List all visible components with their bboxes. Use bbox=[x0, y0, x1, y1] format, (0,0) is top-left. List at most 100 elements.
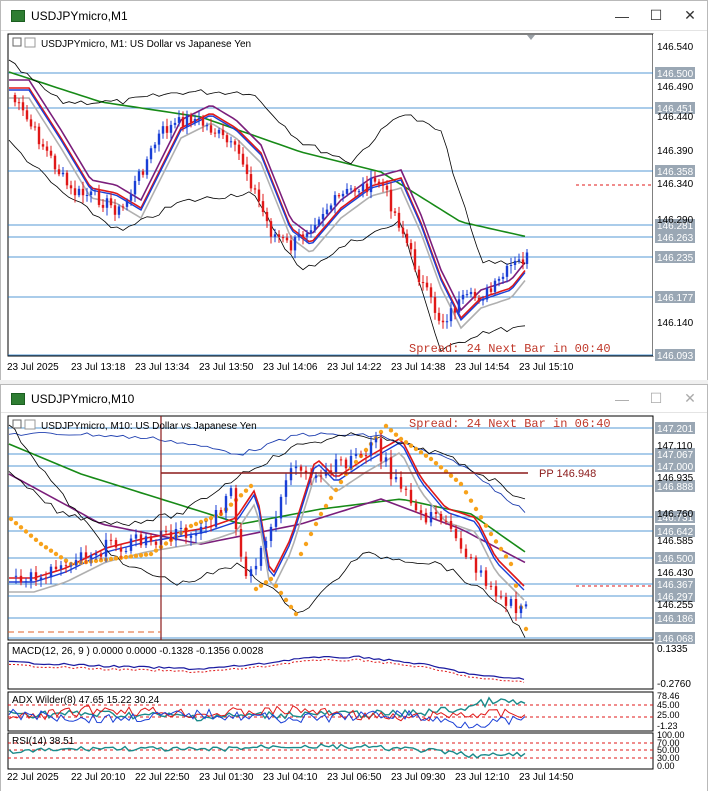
sar-dot bbox=[473, 506, 479, 512]
candle-body bbox=[279, 496, 283, 519]
candle-body bbox=[121, 206, 125, 208]
sar-dot bbox=[308, 531, 314, 537]
sar-dot bbox=[138, 553, 144, 558]
sar-dot bbox=[153, 548, 159, 553]
rsi-label: RSI(14) 38.51 bbox=[12, 736, 75, 747]
candle-body bbox=[253, 188, 257, 190]
candle-body bbox=[221, 129, 225, 136]
chart-menu-icon[interactable] bbox=[12, 37, 22, 47]
candle-body bbox=[264, 540, 268, 548]
candle-body bbox=[319, 475, 323, 477]
candle-body bbox=[94, 553, 98, 556]
maximize-icon[interactable]: ☐ bbox=[649, 7, 663, 23]
candle-body bbox=[313, 224, 317, 231]
candle-body bbox=[165, 126, 169, 133]
candle-body bbox=[254, 565, 258, 570]
candle-body bbox=[399, 477, 403, 489]
candle-body bbox=[105, 198, 109, 208]
chart-shift-marker-icon[interactable] bbox=[527, 35, 535, 40]
sar-dot bbox=[513, 583, 519, 588]
window-titlebar[interactable]: USDJPYmicro,M1 — ☐ ✕ bbox=[1, 1, 707, 31]
time-axis-label: 23 Jul 14:22 bbox=[327, 362, 382, 373]
candle-body bbox=[397, 212, 401, 228]
sar-dot bbox=[438, 465, 444, 470]
chart-window-m1[interactable]: USDJPYmicro,M1 — ☐ ✕ 146.500 146.451 146.3… bbox=[0, 0, 708, 380]
candle-body bbox=[33, 126, 37, 128]
candle-body bbox=[97, 190, 101, 205]
sar-dot bbox=[248, 483, 254, 489]
window-title: USDJPYmicro,M1 bbox=[31, 8, 128, 23]
candle-body bbox=[17, 102, 21, 104]
candle-body bbox=[299, 466, 303, 471]
adx-axis-0: 78.46 bbox=[657, 691, 680, 701]
ma-green-line bbox=[8, 71, 526, 238]
close-icon[interactable]: ✕ bbox=[684, 7, 696, 23]
minimize-icon[interactable]: — bbox=[615, 7, 629, 24]
candle-body bbox=[177, 117, 181, 123]
minimize-icon[interactable]: — bbox=[615, 390, 629, 407]
candle-body bbox=[489, 585, 493, 587]
sar-dot bbox=[23, 529, 29, 534]
candle-body bbox=[453, 308, 457, 313]
price-tag-text: 146.367 bbox=[657, 580, 694, 591]
candle-body bbox=[133, 180, 137, 195]
candle-body bbox=[345, 188, 349, 194]
candle-body bbox=[517, 259, 521, 261]
macd-axis-top: 0.1335 bbox=[657, 644, 688, 655]
time-axis-label: 23 Jul 15:10 bbox=[519, 362, 574, 373]
price-tag-text: 146.297 bbox=[657, 592, 694, 603]
candle-body bbox=[341, 193, 345, 197]
candle-body bbox=[414, 503, 418, 511]
candle-body bbox=[57, 169, 61, 175]
candle-body bbox=[289, 240, 293, 251]
sar-dot bbox=[383, 423, 389, 429]
chart-window-m10[interactable]: USDJPYmicro,M10 — ☐ ✕ 147.201 147.067 147.… bbox=[0, 384, 708, 791]
candle-body bbox=[21, 102, 25, 111]
time-axis-label: 23 Jul 14:54 bbox=[455, 362, 510, 373]
window-titlebar[interactable]: USDJPYmicro,M10 — ☐ ✕ bbox=[1, 385, 707, 413]
candle-body bbox=[349, 455, 353, 469]
ma-purple-line bbox=[9, 79, 526, 312]
chart-symbol-icon bbox=[24, 419, 36, 430]
candle-body bbox=[81, 188, 85, 196]
candle-body bbox=[445, 321, 449, 323]
price-tag-text: 146.093 bbox=[657, 351, 694, 362]
candle-body bbox=[104, 539, 108, 557]
sar-dot bbox=[128, 554, 134, 559]
price-tag-text: 146.888 bbox=[657, 482, 694, 493]
candle-body bbox=[373, 177, 377, 182]
sar-dot bbox=[268, 576, 274, 582]
close-icon[interactable]: ✕ bbox=[684, 390, 696, 406]
sar-dot bbox=[523, 626, 529, 632]
sar-dot bbox=[363, 447, 369, 453]
price-axis-label: 146.140 bbox=[657, 318, 694, 329]
sar-dot bbox=[413, 446, 419, 452]
candle-body bbox=[369, 442, 373, 456]
sar-dot bbox=[18, 525, 24, 530]
candle-body bbox=[19, 575, 23, 583]
candle-body bbox=[294, 466, 298, 469]
macd-axis-bottom: -0.2760 bbox=[657, 679, 691, 690]
maximize-icon[interactable]: ☐ bbox=[649, 390, 663, 406]
candle-body bbox=[413, 249, 417, 270]
candle-body bbox=[257, 189, 261, 202]
time-axis-label: 23 Jul 09:30 bbox=[391, 772, 446, 783]
macd-label: MACD(12, 26, 9 ) 0.0000 0.0000 -0.1328 -… bbox=[12, 646, 264, 657]
candle-body bbox=[65, 172, 69, 186]
chart-window-icon bbox=[11, 9, 25, 22]
sar-dot bbox=[228, 502, 234, 507]
price-tag bbox=[655, 165, 695, 177]
candle-body bbox=[34, 572, 38, 581]
candle-body bbox=[469, 557, 473, 559]
sar-dot bbox=[498, 546, 504, 552]
candle-body bbox=[521, 259, 525, 265]
candle-body bbox=[509, 598, 513, 606]
rsi-axis-1: 70.00 bbox=[657, 738, 680, 748]
chart-menu-icon[interactable] bbox=[12, 419, 22, 429]
candle-body bbox=[514, 598, 518, 614]
candle-body bbox=[439, 513, 443, 521]
candle-body bbox=[245, 164, 249, 175]
sar-dot bbox=[508, 561, 514, 567]
